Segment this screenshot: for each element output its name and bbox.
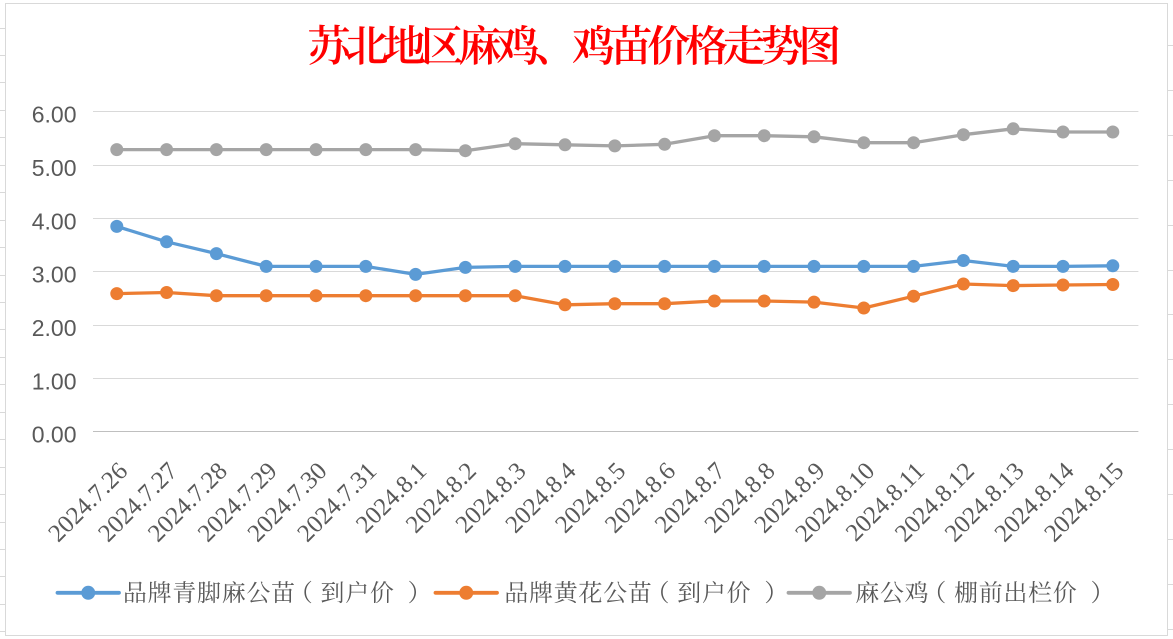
svg-text:4.00: 4.00: [32, 208, 77, 234]
svg-text:2.00: 2.00: [32, 315, 77, 341]
svg-text:5.00: 5.00: [32, 155, 77, 181]
svg-text:3.00: 3.00: [32, 262, 77, 288]
svg-text:6.00: 6.00: [32, 102, 77, 128]
svg-text:0.00: 0.00: [32, 422, 77, 448]
svg-text:1.00: 1.00: [32, 368, 77, 394]
